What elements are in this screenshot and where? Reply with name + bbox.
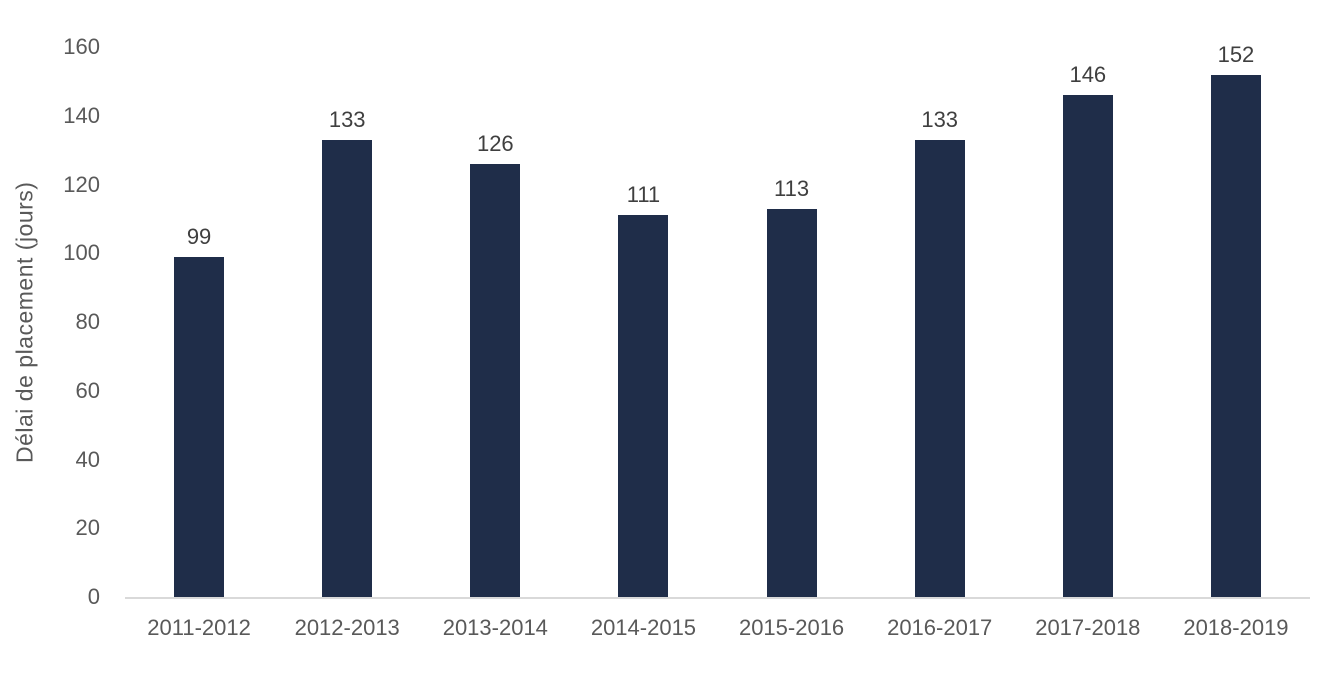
bar-slot: 152: [1162, 42, 1310, 597]
x-axis-tick-label: 2017-2018: [1035, 615, 1141, 640]
bar-slot: 126: [421, 47, 569, 597]
bar-value-label: 133: [328, 106, 366, 132]
bar-slot: 99: [125, 47, 273, 597]
y-axis-tick-label: 0: [87, 584, 100, 609]
bar-slot: 113: [718, 47, 866, 597]
y-axis-tick-label: 20: [75, 515, 100, 541]
y-axis-tick-label: 120: [63, 171, 100, 197]
y-axis-ticks: 0 20 40 60 80 100 120 140 160: [0, 34, 100, 609]
x-axis-tick-label: 2015-2016: [738, 615, 845, 640]
x-axis-tick-label: 2011-2012: [147, 615, 251, 640]
bar-value-label: 99: [186, 223, 212, 249]
bar-value-label: 133: [921, 106, 959, 132]
bar: 133: [322, 107, 373, 597]
plot-area: 99 133 126 111 113 133 146 152: [125, 42, 1310, 599]
bar: 146: [1062, 62, 1113, 597]
bar-slot: 133: [866, 47, 1014, 597]
x-axis-tick-label: 2016-2017: [887, 615, 993, 640]
bar-value-label: 126: [476, 130, 514, 156]
x-axis-tick-label: 2018-2019: [1183, 615, 1289, 640]
x-axis-labels: 2011-2012 2012-2013 2013-2014 2014-2015 2015…: [125, 615, 1310, 641]
y-axis-tick-label: 160: [63, 34, 100, 59]
y-axis-tick-label: 100: [63, 240, 100, 266]
bar: 126: [470, 131, 521, 597]
x-axis-tick-label: 2013-2014: [442, 615, 548, 640]
bar-slot: 146: [1014, 47, 1162, 597]
y-axis-tick-label: 60: [75, 377, 100, 403]
x-axis-tick-label: 2014-2015: [590, 615, 697, 640]
bar: 99: [174, 224, 225, 597]
bar-value-label: 111: [626, 182, 661, 208]
bar: 152: [1210, 42, 1261, 597]
bar: 111: [618, 182, 669, 597]
y-axis-tick-label: 40: [75, 446, 100, 472]
y-axis-tick-label: 140: [63, 102, 100, 128]
bar-slot: 111: [569, 47, 717, 597]
bar-value-label: 146: [1069, 62, 1107, 88]
y-axis-tick-label: 80: [75, 309, 100, 334]
bar-value-label: 113: [774, 175, 810, 201]
bar: 113: [766, 176, 817, 597]
bar: 133: [914, 107, 965, 597]
x-axis-tick-label: 2012-2013: [294, 615, 400, 640]
bar-slot: 133: [273, 47, 421, 597]
bar-value-label: 152: [1217, 41, 1255, 67]
